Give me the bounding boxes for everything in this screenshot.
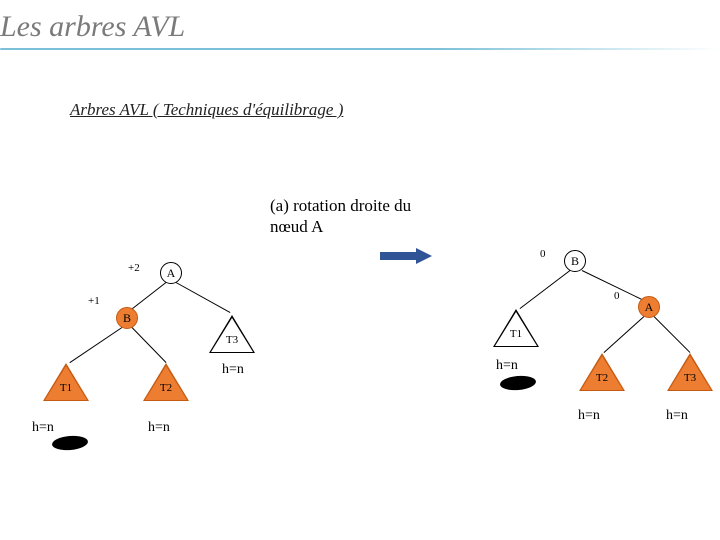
rotation-description: (a) rotation droite du nœud A [270, 195, 411, 238]
right-node-B: B [564, 250, 586, 272]
left-subtree-T1-label: T1 [51, 382, 81, 394]
left-height-T3: h=n [222, 362, 244, 378]
right-balance-A: 0 [614, 290, 620, 302]
corner-decoration-icon [638, 462, 720, 540]
left-height-T1: h=n [32, 420, 54, 436]
right-height-T3: h=n [666, 408, 688, 424]
left-edge-0 [130, 282, 167, 311]
left-marker-T1 [51, 434, 88, 451]
right-height-T1: h=n [496, 358, 518, 374]
right-subtree-T2-label: T2 [587, 372, 617, 384]
left-height-T2: h=n [148, 420, 170, 436]
left-edge-2 [70, 327, 123, 363]
right-subtree-T3-label: T3 [675, 372, 705, 384]
arrow-body [380, 252, 416, 260]
right-subtree-T1-label: T1 [501, 328, 531, 340]
right-edge-2 [604, 316, 645, 353]
right-height-T2: h=n [578, 408, 600, 424]
left-node-B: B [116, 307, 138, 329]
subtitle: Arbres AVL ( Techniques d'équilibrage ) [70, 100, 343, 120]
right-edge-1 [582, 270, 644, 301]
page-title: Les arbres AVL [0, 10, 185, 44]
left-node-A: A [160, 262, 182, 284]
right-marker-T1 [499, 374, 536, 391]
arrow-head-icon [416, 248, 432, 264]
right-edge-0 [520, 270, 571, 309]
rotation-desc-line1: (a) rotation droite du [270, 195, 411, 216]
left-subtree-T2-label: T2 [151, 382, 181, 394]
left-balance-A: +2 [128, 262, 140, 274]
right-node-A: A [638, 296, 660, 318]
right-edge-3 [654, 316, 691, 353]
left-edge-3 [132, 327, 167, 363]
right-balance-B: 0 [540, 248, 546, 260]
title-underline [0, 48, 720, 50]
left-subtree-T3-label: T3 [217, 334, 247, 346]
left-balance-B: +1 [88, 295, 100, 307]
rotation-desc-line2: nœud A [270, 216, 411, 237]
left-edge-1 [176, 282, 230, 313]
